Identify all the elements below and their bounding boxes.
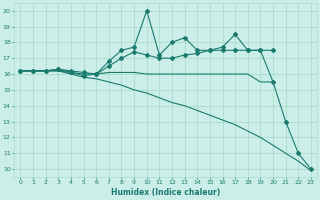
X-axis label: Humidex (Indice chaleur): Humidex (Indice chaleur) (111, 188, 220, 197)
